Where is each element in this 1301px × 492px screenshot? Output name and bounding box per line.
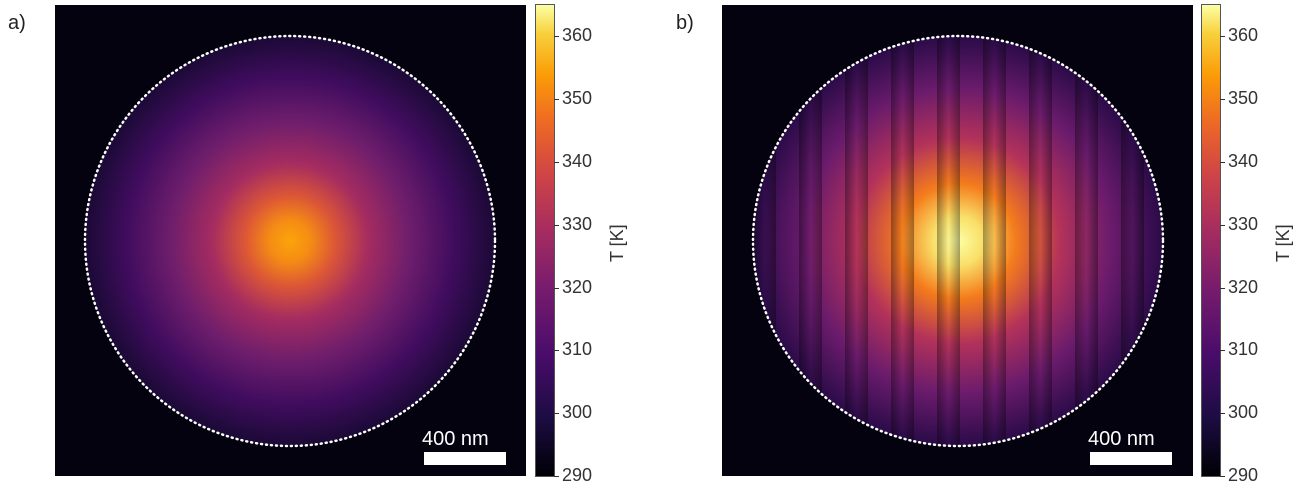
scalebar-b bbox=[1090, 452, 1172, 465]
stripe-band bbox=[891, 36, 914, 446]
colorbar-tick bbox=[554, 350, 559, 351]
colorbar-tick-label: 340 bbox=[1228, 151, 1259, 171]
colorbar-tick-label: 320 bbox=[562, 277, 593, 297]
scalebar-a bbox=[424, 452, 506, 465]
colorbar-tick bbox=[554, 99, 559, 100]
colorbar-tick-label: 290 bbox=[562, 465, 593, 485]
scalebar-label-b: 400 nm bbox=[1088, 428, 1155, 450]
stripe-band bbox=[983, 36, 1006, 446]
colorbar-tick-label: 310 bbox=[1228, 339, 1259, 359]
colorbar-title-b: T [K] bbox=[1273, 224, 1293, 262]
colorbar-b bbox=[1201, 4, 1221, 477]
heatmap-a: 400 nm bbox=[55, 5, 526, 476]
heatmap-b-svg bbox=[751, 34, 1165, 448]
colorbar-tick-label: 360 bbox=[562, 25, 593, 45]
colorbar-tick bbox=[1220, 476, 1225, 477]
disk-a bbox=[85, 36, 495, 446]
stripe-band bbox=[799, 36, 822, 446]
heatmap-a-svg bbox=[83, 34, 497, 448]
colorbar-tick bbox=[554, 36, 559, 37]
disk-boundary-b bbox=[751, 34, 1165, 448]
colorbar-a bbox=[535, 4, 555, 477]
colorbar-tick bbox=[1220, 413, 1225, 414]
colorbar-tick bbox=[1220, 99, 1225, 100]
disk-boundary-a bbox=[83, 34, 497, 448]
colorbar-title-a: T [K] bbox=[607, 224, 627, 262]
colorbar-tick bbox=[1220, 36, 1225, 37]
stripe-band bbox=[1121, 36, 1144, 446]
stripe-band bbox=[937, 36, 960, 446]
colorbar-tick-label: 330 bbox=[562, 214, 593, 234]
stripe-band bbox=[1075, 36, 1098, 446]
stripe-band bbox=[753, 36, 776, 446]
colorbar-tick-label: 350 bbox=[1228, 88, 1259, 108]
colorbar-tick bbox=[554, 225, 559, 226]
colorbar-tick-label: 350 bbox=[562, 88, 593, 108]
colorbar-tick-label: 300 bbox=[1228, 402, 1259, 422]
colorbar-tick-label: 310 bbox=[562, 339, 593, 359]
colorbar-tick bbox=[1220, 350, 1225, 351]
colorbar-tick-label: 320 bbox=[1228, 277, 1259, 297]
colorbar-tick-label: 290 bbox=[1228, 465, 1259, 485]
colorbar-tick bbox=[554, 162, 559, 163]
scalebar-label-a: 400 nm bbox=[422, 428, 489, 450]
colorbar-tick-label: 330 bbox=[1228, 214, 1259, 234]
colorbar-tick bbox=[1220, 162, 1225, 163]
colorbar-tick bbox=[1220, 288, 1225, 289]
colorbar-tick-label: 340 bbox=[562, 151, 593, 171]
panel-label-a: a) bbox=[8, 12, 26, 34]
colorbar-tick bbox=[1220, 225, 1225, 226]
stripe-band bbox=[1029, 36, 1052, 446]
colorbar-tick bbox=[554, 288, 559, 289]
colorbar-tick-label: 300 bbox=[562, 402, 593, 422]
colorbar-tick-label: 360 bbox=[1228, 25, 1259, 45]
heatmap-b: 400 nm bbox=[722, 5, 1193, 476]
stripe-band bbox=[845, 36, 868, 446]
panel-label-b: b) bbox=[676, 12, 694, 34]
colorbar-tick bbox=[554, 476, 559, 477]
colorbar-tick bbox=[554, 413, 559, 414]
